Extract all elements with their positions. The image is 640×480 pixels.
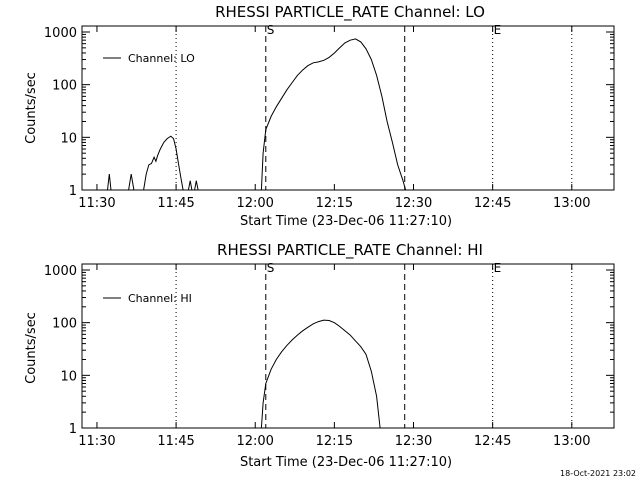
- x-tick-label: 12:00: [236, 434, 273, 449]
- x-tick-label: 11:45: [157, 196, 194, 211]
- x-tick-label: 12:15: [316, 196, 353, 211]
- x-axis-label: Start Time (23-Dec-06 11:27:10): [240, 214, 452, 229]
- series-line: [194, 180, 199, 191]
- y-tick-label: 1000: [44, 264, 77, 279]
- series-lines: [260, 319, 381, 429]
- legend-label: Channel: LO: [128, 52, 195, 65]
- x-tick-label: 11:30: [78, 434, 115, 449]
- series-lines: [107, 38, 407, 191]
- series-line: [187, 180, 193, 191]
- marker-label: S: [267, 261, 275, 275]
- x-tick-label: 12:30: [395, 196, 432, 211]
- marker-label: E: [494, 261, 502, 275]
- y-tick-label: 1000: [44, 26, 77, 41]
- plot-frame: [81, 263, 615, 429]
- y-axis-label: Counts/sec: [24, 312, 39, 384]
- x-tick-label: 12:00: [236, 196, 273, 211]
- y-tick-label: 1: [69, 422, 77, 437]
- y-tick-label: 1: [69, 184, 77, 199]
- x-tick-label: 12:45: [474, 434, 511, 449]
- chart-title: RHESSI PARTICLE_RATE Channel: HI: [217, 241, 483, 260]
- x-tick-label: 11:45: [157, 434, 194, 449]
- marker-label: E: [494, 23, 502, 37]
- series-line: [260, 319, 381, 429]
- chart-title: RHESSI PARTICLE_RATE Channel: LO: [215, 3, 485, 22]
- y-tick-label: 100: [52, 317, 77, 332]
- x-tick-label: 13:00: [553, 434, 590, 449]
- y-tick-label: 100: [52, 79, 77, 94]
- series-line: [107, 174, 112, 191]
- marker-label: S: [267, 23, 275, 37]
- x-axis: 11:30 11:45 12:00 12:15 12:30 12:45 13:00: [78, 26, 591, 211]
- y-axis: 1 10 100 1000: [44, 26, 614, 199]
- x-tick-label: 11:30: [78, 196, 115, 211]
- x-tick-label: 12:30: [395, 434, 432, 449]
- x-axis: 11:30 11:45 12:00 12:15 12:30 12:45 13:00: [78, 264, 591, 449]
- y-axis: 1 10 100 1000: [44, 264, 614, 437]
- x-tick-label: 13:00: [553, 196, 590, 211]
- timestamp-stamp: 18-Oct-2021 23:02: [560, 469, 636, 478]
- series-line: [143, 135, 184, 191]
- x-tick-label: 12:45: [474, 196, 511, 211]
- y-tick-label: 10: [60, 369, 77, 384]
- y-axis-label: Counts/sec: [24, 72, 39, 144]
- series-line: [128, 174, 135, 191]
- legend-label: Channel: HI: [128, 292, 192, 305]
- series-line: [260, 38, 407, 191]
- y-tick-label: 10: [60, 131, 77, 146]
- plot-frame: [81, 25, 615, 191]
- x-axis-label: Start Time (23-Dec-06 11:27:10): [240, 455, 452, 470]
- x-tick-label: 12:15: [316, 434, 353, 449]
